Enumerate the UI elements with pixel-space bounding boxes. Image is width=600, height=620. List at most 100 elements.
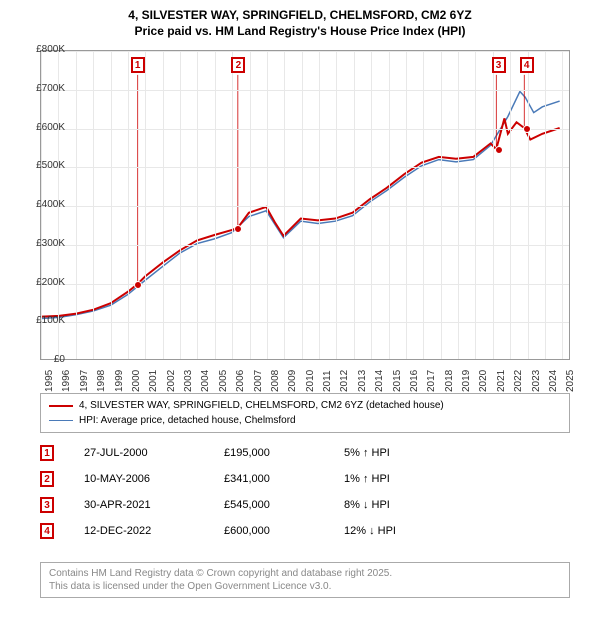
x-axis-label: 2010 <box>305 370 316 392</box>
sales-row-marker: 1 <box>40 445 54 461</box>
gridline-v <box>371 51 372 359</box>
sales-row-diff: 8% ↓ HPI <box>344 499 474 511</box>
x-axis-label: 2001 <box>148 370 159 392</box>
gridline-v <box>441 51 442 359</box>
gridline-h <box>41 167 569 168</box>
chart-svg <box>41 51 569 359</box>
x-axis-label: 2014 <box>374 370 385 392</box>
gridline-v <box>267 51 268 359</box>
x-axis-label: 2016 <box>409 370 420 392</box>
footer-line1: Contains HM Land Registry data © Crown c… <box>49 568 392 579</box>
y-axis-label: £400K <box>25 199 65 210</box>
legend-item: 4, SILVESTER WAY, SPRINGFIELD, CHELMSFOR… <box>49 398 561 413</box>
footer-attribution: Contains HM Land Registry data © Crown c… <box>40 562 570 598</box>
x-axis-label: 2024 <box>548 370 559 392</box>
legend-swatch <box>49 420 73 421</box>
x-axis-label: 2025 <box>565 370 576 392</box>
sales-row-date: 10-MAY-2006 <box>84 473 224 485</box>
footer-line2: This data is licensed under the Open Gov… <box>49 581 331 592</box>
x-axis-label: 2020 <box>478 370 489 392</box>
legend-label: 4, SILVESTER WAY, SPRINGFIELD, CHELMSFOR… <box>79 398 444 413</box>
gridline-v <box>545 51 546 359</box>
gridline-h <box>41 206 569 207</box>
x-axis-label: 2013 <box>357 370 368 392</box>
legend-item: HPI: Average price, detached house, Chel… <box>49 413 561 428</box>
sales-row: 330-APR-2021£545,0008% ↓ HPI <box>40 492 570 518</box>
gridline-v <box>389 51 390 359</box>
gridline-v <box>493 51 494 359</box>
gridline-v <box>76 51 77 359</box>
legend-label: HPI: Average price, detached house, Chel… <box>79 413 296 428</box>
sales-table: 1 27-JUL-2000£195,0005% ↑ HPI 2 10-MAY-2006… <box>40 440 570 544</box>
gridline-v <box>145 51 146 359</box>
sales-row-date: 27-JUL-2000 <box>84 447 224 459</box>
gridline-v <box>128 51 129 359</box>
x-axis-label: 2006 <box>235 370 246 392</box>
sales-row-marker: 3 <box>40 497 54 513</box>
x-axis-label: 2005 <box>218 370 229 392</box>
x-axis-label: 2018 <box>444 370 455 392</box>
gridline-h <box>41 90 569 91</box>
gridline-v <box>250 51 251 359</box>
gridline-h <box>41 129 569 130</box>
x-axis-label: 2023 <box>531 370 542 392</box>
sales-row-price: £600,000 <box>224 525 344 537</box>
title-line1: 4, SILVESTER WAY, SPRINGFIELD, CHELMSFOR… <box>128 8 471 22</box>
gridline-v <box>302 51 303 359</box>
gridline-v <box>510 51 511 359</box>
y-axis-label: £600K <box>25 122 65 133</box>
sales-row: 2 10-MAY-2006£341,0001% ↑ HPI <box>40 466 570 492</box>
chart-title: 4, SILVESTER WAY, SPRINGFIELD, CHELMSFOR… <box>0 0 600 39</box>
sale-marker-3: 3 <box>492 57 506 73</box>
x-axis-label: 2021 <box>496 370 507 392</box>
sales-row-price: £195,000 <box>224 447 344 459</box>
gridline-h <box>41 51 569 52</box>
x-axis-label: 2011 <box>322 370 333 392</box>
x-axis-label: 2019 <box>461 370 472 392</box>
gridline-v <box>423 51 424 359</box>
y-axis-label: £800K <box>25 44 65 55</box>
gridline-v <box>180 51 181 359</box>
gridline-v <box>354 51 355 359</box>
gridline-h <box>41 245 569 246</box>
x-axis-label: 2012 <box>339 370 350 392</box>
gridline-v <box>336 51 337 359</box>
title-line2: Price paid vs. HM Land Registry's House … <box>135 24 466 38</box>
sales-row: 1 27-JUL-2000£195,0005% ↑ HPI <box>40 440 570 466</box>
gridline-v <box>562 51 563 359</box>
sales-row-price: £545,000 <box>224 499 344 511</box>
gridline-v <box>528 51 529 359</box>
sales-row-diff: 5% ↑ HPI <box>344 447 474 459</box>
sale-marker-4: 4 <box>520 57 534 73</box>
x-axis-label: 2017 <box>426 370 437 392</box>
x-axis-label: 1998 <box>96 370 107 392</box>
sales-row-marker: 4 <box>40 523 54 539</box>
sales-row-price: £341,000 <box>224 473 344 485</box>
x-axis-label: 2022 <box>513 370 524 392</box>
x-axis-label: 1995 <box>44 370 55 392</box>
sales-row-diff: 1% ↑ HPI <box>344 473 474 485</box>
sales-row-date: 12-DEC-2022 <box>84 525 224 537</box>
x-axis-label: 1997 <box>79 370 90 392</box>
x-axis-label: 2008 <box>270 370 281 392</box>
x-axis-label: 2009 <box>287 370 298 392</box>
sales-row: 412-DEC-2022£600,00012% ↓ HPI <box>40 518 570 544</box>
gridline-v <box>406 51 407 359</box>
legend-swatch <box>49 405 73 407</box>
y-axis-label: £200K <box>25 277 65 288</box>
gridline-v <box>458 51 459 359</box>
gridline-v <box>215 51 216 359</box>
sale-marker-2: 2 <box>231 57 245 73</box>
x-axis-label: 1996 <box>61 370 72 392</box>
chart-plot-area: 1234 <box>40 50 570 360</box>
gridline-v <box>284 51 285 359</box>
y-axis-label: £700K <box>25 83 65 94</box>
y-axis-label: £100K <box>25 315 65 326</box>
sales-row-marker: 2 <box>40 471 54 487</box>
legend-box: 4, SILVESTER WAY, SPRINGFIELD, CHELMSFOR… <box>40 393 570 433</box>
sale-point-2 <box>234 225 242 233</box>
x-axis-label: 2007 <box>253 370 264 392</box>
sale-point-3 <box>495 146 503 154</box>
y-axis-label: £500K <box>25 160 65 171</box>
y-axis-label: £0 <box>25 354 65 365</box>
